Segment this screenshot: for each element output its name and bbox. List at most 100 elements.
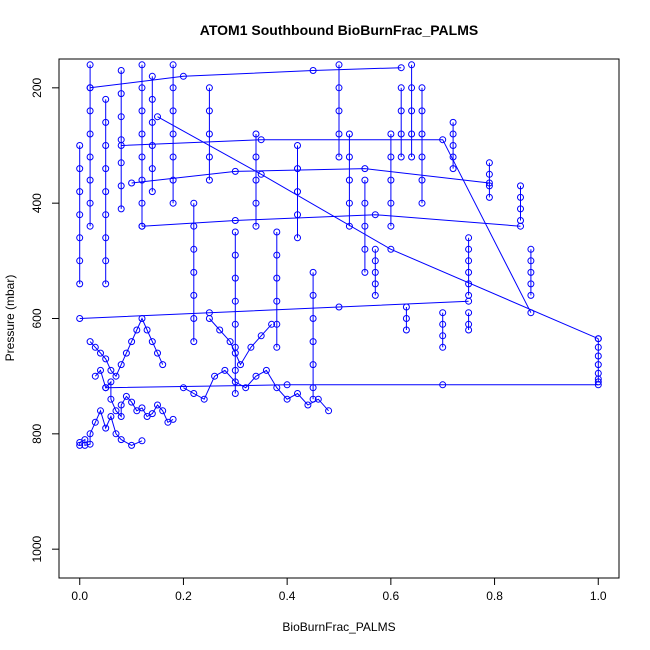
data-point xyxy=(439,309,447,317)
data-point xyxy=(76,234,84,242)
data-point xyxy=(594,343,602,351)
data-point xyxy=(283,395,291,403)
data-point xyxy=(102,257,110,265)
data-point xyxy=(465,297,473,305)
data-point xyxy=(205,309,213,317)
data-point xyxy=(205,130,213,138)
data-point xyxy=(128,441,136,449)
data-point xyxy=(257,136,265,144)
data-point xyxy=(345,153,353,161)
series-13 xyxy=(205,84,213,184)
data-point xyxy=(148,188,156,196)
data-point xyxy=(273,297,281,305)
data-point xyxy=(268,320,276,328)
data-point xyxy=(439,343,447,351)
data-point xyxy=(76,441,84,449)
series-line xyxy=(131,168,490,184)
data-point xyxy=(309,268,317,276)
data-point xyxy=(439,136,447,144)
data-point xyxy=(283,381,291,389)
data-point xyxy=(91,418,99,426)
data-point xyxy=(449,142,457,149)
data-point xyxy=(122,349,130,357)
data-point xyxy=(148,142,156,149)
data-point xyxy=(190,291,198,299)
series-27 xyxy=(418,84,426,207)
data-point xyxy=(102,280,110,288)
data-point xyxy=(117,436,125,444)
data-point xyxy=(294,390,301,397)
data-point xyxy=(527,257,535,265)
data-point xyxy=(148,410,156,418)
data-point xyxy=(397,130,405,138)
data-point xyxy=(402,326,410,334)
data-point xyxy=(309,291,317,299)
data-point xyxy=(148,118,156,126)
data-point xyxy=(117,67,125,74)
data-point xyxy=(169,199,177,207)
data-point xyxy=(273,228,281,236)
data-point xyxy=(102,384,110,392)
data-point xyxy=(465,245,473,253)
series-39 xyxy=(86,64,405,92)
data-point xyxy=(439,320,447,328)
series-19 xyxy=(335,61,343,161)
data-point xyxy=(138,404,146,412)
data-point xyxy=(309,338,317,346)
data-point xyxy=(102,424,110,432)
y-axis-label: Pressure (mbar) xyxy=(3,275,17,362)
data-point xyxy=(345,222,353,230)
data-point xyxy=(76,142,84,149)
data-point xyxy=(86,338,94,346)
series-16 xyxy=(273,228,281,351)
data-point xyxy=(408,107,416,115)
data-point xyxy=(133,407,141,415)
data-point xyxy=(143,413,151,420)
data-point xyxy=(465,326,473,334)
data-point xyxy=(179,72,187,80)
data-point xyxy=(231,366,239,374)
data-point xyxy=(128,179,136,187)
data-point xyxy=(439,381,447,389)
data-point xyxy=(117,413,125,420)
data-point xyxy=(371,211,379,219)
data-point xyxy=(397,64,405,72)
series-23 xyxy=(387,130,395,230)
data-point xyxy=(231,297,239,305)
data-point xyxy=(485,170,493,178)
data-point xyxy=(138,199,146,207)
data-point xyxy=(117,113,125,121)
data-point xyxy=(81,441,89,449)
data-point xyxy=(309,395,317,403)
data-point xyxy=(148,165,156,173)
series-line xyxy=(90,67,402,89)
data-point xyxy=(418,107,426,115)
data-point xyxy=(361,268,369,276)
data-point xyxy=(439,332,447,340)
series-line xyxy=(157,116,599,340)
data-point xyxy=(231,320,239,328)
y-tick-label: 1000 xyxy=(30,535,44,562)
data-point xyxy=(371,268,379,276)
x-axis: 0.0 0.2 0.4 0.6 0.8 1.0 xyxy=(71,578,607,603)
data-point xyxy=(237,361,244,369)
data-point xyxy=(361,222,369,230)
data-point xyxy=(325,407,333,415)
data-point xyxy=(86,176,94,184)
data-point xyxy=(205,107,213,115)
series-line xyxy=(141,214,521,227)
data-point xyxy=(117,159,125,167)
data-point xyxy=(138,176,146,184)
series-line xyxy=(209,318,272,366)
data-point xyxy=(485,179,493,187)
data-point xyxy=(86,107,94,115)
data-point xyxy=(102,142,110,149)
x-axis-label: BioBurnFrac_PALMS xyxy=(282,620,395,634)
data-point xyxy=(97,407,104,415)
series-7 xyxy=(102,95,110,288)
data-point xyxy=(190,315,198,322)
data-point xyxy=(148,95,156,103)
x-tick-label: 0.0 xyxy=(71,589,88,603)
series-line xyxy=(94,369,174,424)
series-25 xyxy=(402,303,410,334)
